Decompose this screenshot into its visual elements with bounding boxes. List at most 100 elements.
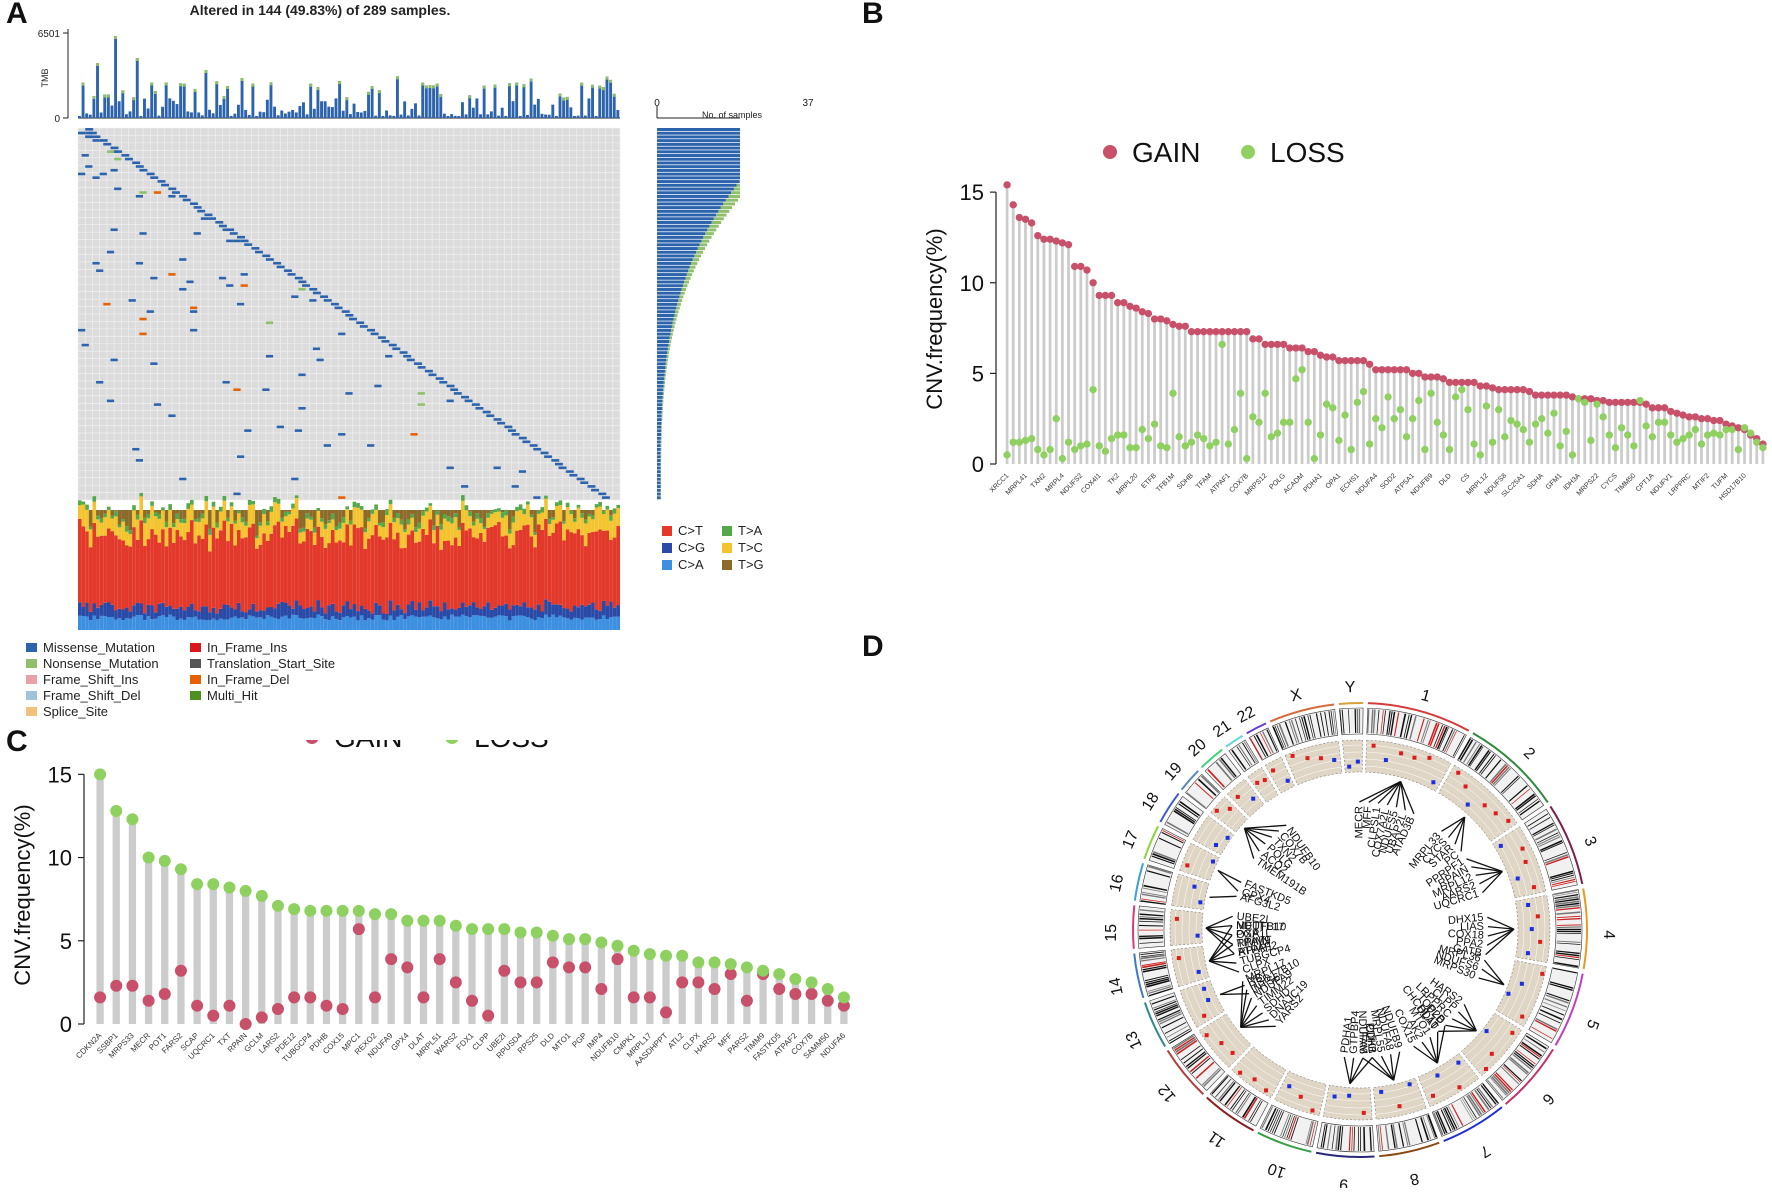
titv-segment [320,607,324,617]
titv-segment [551,510,555,518]
titv-segment [200,518,205,539]
cytoband [1555,906,1580,911]
titv-segment [551,519,555,533]
cytoband [1140,900,1165,905]
cytoband [1487,1079,1504,1099]
titv-segment [395,513,400,519]
gene-link-line [1240,1012,1263,1028]
tmb-bar [395,76,399,118]
cnv-track-grid [1469,1019,1506,1062]
cytoband [1555,904,1580,909]
cytoband [1141,893,1166,899]
mutation-cell [392,347,401,351]
side-bar [657,488,661,492]
titv-segment [536,604,541,618]
titv-segment [500,510,505,513]
mutation-cell [507,429,516,432]
gain-point [1298,344,1306,352]
tmb-bar [435,83,439,118]
cytoband [1402,1122,1409,1146]
gain-point [94,991,107,1004]
titv-segment [265,615,270,630]
titv-segment [410,517,415,531]
cytoband [1370,709,1374,734]
cnv-track-grid [1497,840,1521,897]
titv-segment [464,510,469,531]
gain-point [1451,378,1460,387]
gene-link-line [1471,866,1503,873]
cytoband [1476,1088,1492,1109]
titv-segment [540,611,545,619]
cytoband [1414,1118,1423,1143]
titv-segment [573,533,577,606]
titv-segment [367,618,371,630]
titv-segment [211,607,216,619]
tmb-bar-top [316,87,320,91]
side-bar-seg [660,440,662,444]
chromosome-outer-arc [1315,1151,1375,1158]
titv-segment [208,510,212,529]
titv-segment [471,602,476,616]
loss-point [271,899,284,912]
titv-segment [218,511,223,531]
gain-point [498,964,511,977]
legend-inframe-del: In_Frame_Del [190,672,289,687]
titv-segment [504,616,508,630]
titv-segment [471,537,476,603]
gain-point [1630,398,1638,407]
titv-segment [96,515,100,520]
gain-point [1193,328,1202,336]
gene-link-line [1208,925,1233,962]
titv-segment [233,545,237,610]
side-bar [657,414,662,418]
cnv-track-bg [1342,739,1363,773]
cnv-track-grid [1365,758,1443,781]
gain-point [1513,386,1521,394]
mutation-cell [338,332,346,336]
titv-segment [359,527,364,606]
tmb-bar-top [522,84,526,88]
cytoband [1427,722,1438,746]
gain-point [1310,347,1319,356]
legend-loss-label: LOSS [474,740,549,753]
titv-segment [544,518,548,600]
cnv-track-grid [1373,1083,1418,1094]
mutation-cell [493,418,502,421]
gene-link-line [1487,928,1515,937]
titv-segment [406,534,411,605]
gain-point [1230,328,1239,336]
tmb-bar [294,112,298,118]
tmb-bar-top [150,82,154,86]
x-tick-label: SDHB [1176,472,1195,491]
titv-segment [424,607,429,617]
titv-segment [399,615,404,630]
side-bar [657,247,698,251]
titv-segment [356,503,360,508]
tmb-bar [345,97,349,118]
tmb-bar-top [580,82,584,86]
titv-segment [85,531,89,603]
titv-segment [442,518,447,541]
titv-segment [493,512,498,526]
titv-segment [280,601,284,617]
titv-segment [179,510,183,520]
loss-point [595,936,608,949]
titv-segment [143,620,147,630]
chromosome-outer-arc [1257,1131,1312,1153]
loss-point [1181,442,1189,450]
titv-segment [345,601,349,617]
titv-segment [511,522,516,546]
cnv-gain-point [1463,784,1468,789]
titv-segment [536,524,541,605]
tmb-bars [78,36,620,118]
gene-link-line [1463,1004,1477,1032]
cytoband [1539,1009,1563,1021]
titv-segment [323,528,328,548]
titv-segment [240,517,245,523]
titv-segment [381,510,386,523]
cytoband [1151,995,1175,1005]
titv-segment [88,611,93,621]
x-tick-label: ACADM [1283,472,1306,495]
loss-point [1513,420,1521,428]
titv-segment [309,617,313,630]
